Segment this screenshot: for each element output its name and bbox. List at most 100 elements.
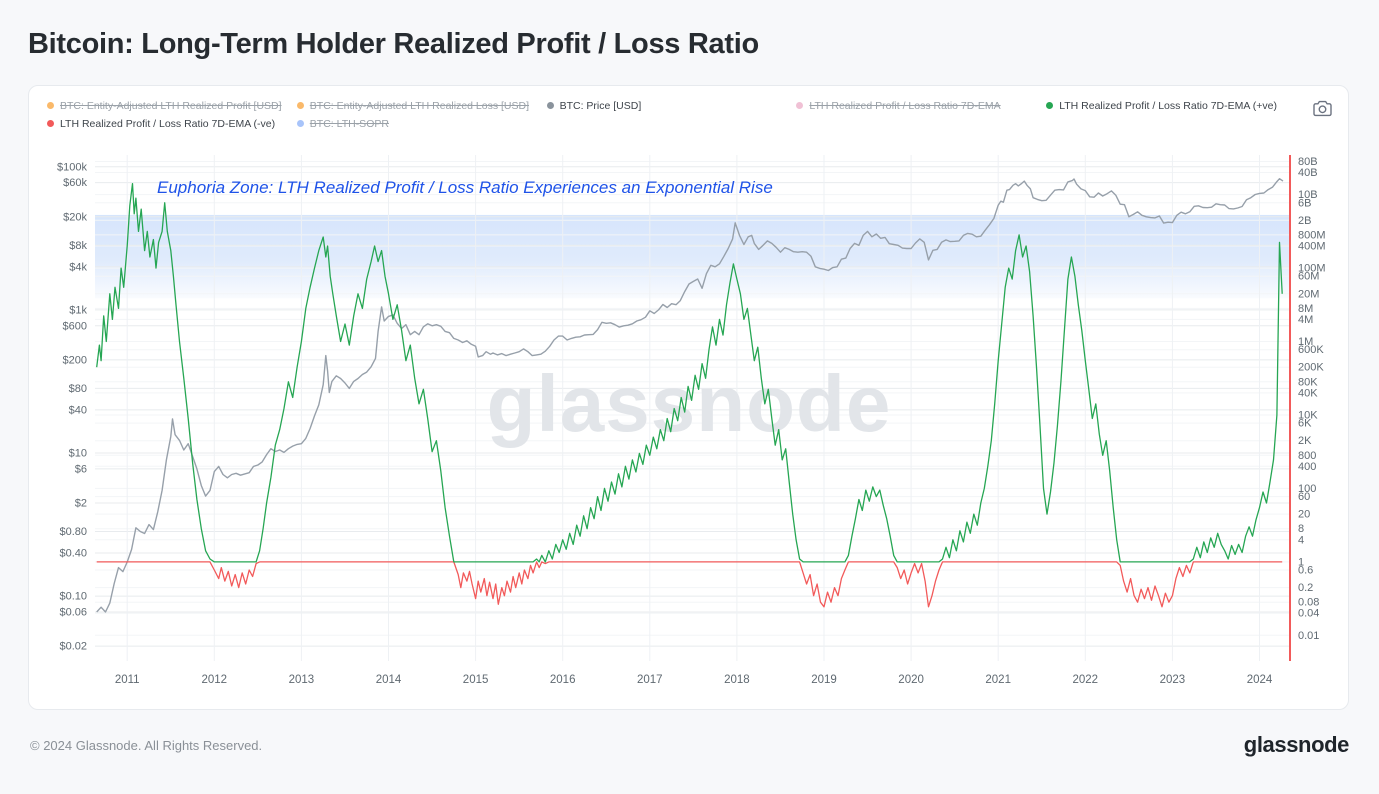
axis-tick-label: 2022 <box>1073 674 1099 686</box>
chart-plot[interactable]: glassnode$100k$60k$20k$8k$4k$1k$600$200$… <box>29 147 1348 707</box>
page: Bitcoin: Long-Term Holder Realized Profi… <box>28 28 1351 758</box>
axis-tick-label: 20M <box>1298 288 1319 300</box>
euphoria-annotation: Euphoria Zone: LTH Realized Profit / Los… <box>157 178 773 197</box>
page-title: Bitcoin: Long-Term Holder Realized Profi… <box>28 28 759 60</box>
axis-tick-label: 2011 <box>115 674 140 686</box>
axis-tick-label: 80B <box>1298 156 1318 168</box>
lth-ratio-positive-line <box>96 182 1283 563</box>
gridlines <box>95 155 1290 661</box>
axis-tick-label: $10 <box>69 448 87 460</box>
axis-tick-label: 2012 <box>202 674 228 686</box>
axis-tick-label: 8 <box>1298 523 1304 535</box>
axis-tick-label: 600K <box>1298 344 1324 356</box>
euphoria-zone-band <box>95 214 1290 299</box>
axis-tick-label: 400 <box>1298 461 1316 473</box>
left-axis-labels: $100k $60k $20k $8k $4k $1k $600 $200 $80 $40 $10 $… <box>57 161 87 652</box>
legend-item[interactable]: BTC: Price [USD] <box>546 98 789 113</box>
axis-tick-label: $0.10 <box>59 591 87 603</box>
axis-tick-label: 2B <box>1298 215 1311 227</box>
axis-tick-label: 400M <box>1298 241 1326 253</box>
axis-tick-label: 800M <box>1298 229 1326 241</box>
axis-tick-label: 0.2 <box>1298 582 1313 594</box>
footer: © 2024 Glassnode. All Rights Reserved. g… <box>28 732 1351 758</box>
legend-dot-icon <box>1046 102 1054 109</box>
axis-tick-label: $0.80 <box>59 526 87 538</box>
legend-item[interactable]: LTH Realized Profit / Loss Ratio 7D-EMA … <box>47 116 289 131</box>
axis-tick-label: 0.04 <box>1298 608 1319 620</box>
legend-item[interactable]: LTH Realized Profit / Loss Ratio 7D-EMA <box>796 98 1038 113</box>
legend-item[interactable]: BTC: Entity-Adjusted LTH Realized Profit… <box>47 98 289 113</box>
legend-item-label: BTC: Price [USD] <box>559 99 642 112</box>
axis-tick-label: 100 <box>1298 483 1316 495</box>
axis-tick-label: 0.6 <box>1298 565 1313 577</box>
axis-tick-label: $100k <box>57 161 87 173</box>
axis-tick-label: $0.40 <box>59 548 87 560</box>
axis-tick-label: 0.01 <box>1298 630 1319 642</box>
axis-tick-label: 2014 <box>376 674 402 686</box>
axis-tick-label: 6B <box>1298 197 1311 209</box>
axis-tick-label: 2013 <box>289 674 315 686</box>
axis-tick-label: 4 <box>1298 534 1304 546</box>
legend-item[interactable]: LTH Realized Profit / Loss Ratio 7D-EMA … <box>1046 98 1288 113</box>
axis-tick-label: 6K <box>1298 418 1312 430</box>
copyright: © 2024 Glassnode. All Rights Reserved. <box>30 737 263 753</box>
x-axis-labels: 2011 2012 2013 2014 2015 2016 2017 2018 2019 2020… <box>115 674 1273 686</box>
axis-tick-label: 2017 <box>637 674 663 686</box>
legend-item-label: LTH Realized Profit / Loss Ratio 7D-EMA … <box>1059 99 1277 112</box>
camera-button[interactable] <box>1311 98 1334 119</box>
axis-tick-label: $0.06 <box>59 607 87 619</box>
axis-tick-label: 20 <box>1298 509 1310 521</box>
axis-tick-label: 60 <box>1298 491 1310 503</box>
axis-tick-label: 80K <box>1298 376 1318 388</box>
axis-tick-label: 2024 <box>1247 674 1273 686</box>
chart-legend: BTC: Entity-Adjusted LTH Realized Profit… <box>29 86 1348 139</box>
axis-tick-label: 2021 <box>985 674 1011 686</box>
axis-tick-label: $80 <box>69 383 87 395</box>
lth-ratio-negative-line <box>96 561 1283 608</box>
legend-item-label: LTH Realized Profit / Loss Ratio 7D-EMA … <box>60 117 276 130</box>
axis-tick-label: 0.08 <box>1298 597 1319 609</box>
axis-tick-label: $0.02 <box>59 641 87 653</box>
axis-tick-label: $1k <box>69 304 87 316</box>
legend-dot-icon <box>47 120 54 127</box>
btc-price-line <box>96 178 1284 613</box>
legend-item-label: LTH Realized Profit / Loss Ratio 7D-EMA <box>809 99 1001 112</box>
axis-tick-label: 10B <box>1298 189 1318 201</box>
legend-dot-icon <box>296 102 304 109</box>
legend-item-label: BTC: LTH-SOPR <box>309 117 389 130</box>
axis-tick-label: 60M <box>1298 271 1319 283</box>
glassnode-watermark: glassnode <box>487 359 892 448</box>
axis-tick-label: 2023 <box>1160 674 1186 686</box>
axis-tick-label: $200 <box>63 354 87 366</box>
legend-item[interactable]: BTC: LTH-SOPR <box>296 116 539 131</box>
axis-tick-label: 800 <box>1298 450 1316 462</box>
axis-tick-label: $2 <box>75 498 87 510</box>
axis-tick-label: $60k <box>63 177 87 189</box>
legend-dot-icon <box>47 102 54 109</box>
axis-tick-label: $8k <box>69 240 87 252</box>
legend-item-label: BTC: Entity-Adjusted LTH Realized Profit… <box>60 99 282 112</box>
axis-tick-label: 2015 <box>463 674 489 686</box>
camera-icon <box>1313 100 1332 117</box>
axis-tick-label: 8M <box>1298 303 1313 315</box>
axis-tick-label: 40K <box>1298 387 1318 399</box>
axis-tick-label: 2016 <box>550 674 576 686</box>
legend-item-label: BTC: Entity-Adjusted LTH Realized Loss [… <box>309 99 530 112</box>
axis-tick-label: 200K <box>1298 362 1324 374</box>
axis-tick-label: 1M <box>1298 336 1313 348</box>
legend-dot-icon <box>796 102 804 109</box>
legend-dot-icon <box>296 120 304 127</box>
right-axis-labels: 80B40B10B6B2B800M400M100M60M20M8M4M1M600… <box>1298 156 1326 642</box>
axis-tick-label: 1 <box>1298 556 1304 568</box>
axis-tick-label: 2020 <box>898 674 924 686</box>
axis-tick-label: $6 <box>75 463 87 475</box>
axis-tick-label: $40 <box>69 404 87 416</box>
glassnode-logo: glassnode <box>1243 732 1350 757</box>
axis-tick-label: 2019 <box>811 674 837 686</box>
axis-tick-label: 10K <box>1298 410 1318 422</box>
axis-tick-label: 100M <box>1298 263 1326 275</box>
legend-dot-icon <box>546 102 554 109</box>
axis-tick-label: 40B <box>1298 167 1318 179</box>
legend-item[interactable]: BTC: Entity-Adjusted LTH Realized Loss [… <box>296 98 539 113</box>
axis-tick-label: 4M <box>1298 314 1313 326</box>
